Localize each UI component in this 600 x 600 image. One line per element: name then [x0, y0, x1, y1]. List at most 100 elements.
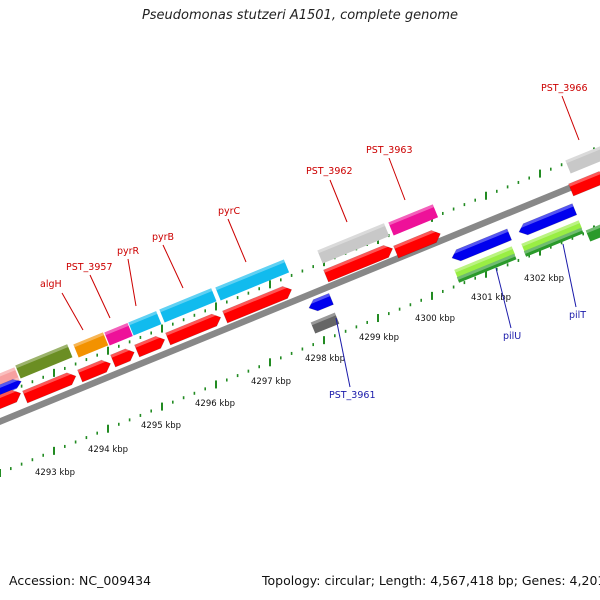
backbone-line [0, 172, 600, 425]
red-arrow-9-body [393, 230, 441, 259]
scale-label: 4293 kbp [35, 468, 75, 478]
red-arrow-5 [134, 333, 166, 358]
red-arrow-2-shine [22, 370, 75, 394]
red-arrow-6 [165, 311, 222, 346]
gene-salmon-left-body [0, 367, 20, 396]
leader-line [227, 218, 247, 263]
gene-layer [0, 145, 600, 417]
topology-text: Topology: circular; Length: 4,567,418 bp… [262, 573, 600, 588]
gene-green-2 [523, 227, 584, 257]
backbone-layer [0, 172, 600, 425]
gene-algH-body [15, 344, 73, 379]
scale-label: 4300 kbp [415, 314, 455, 324]
gene-green-1-body [456, 253, 517, 283]
scale-label: 4302 kbp [524, 274, 564, 284]
gene-label-top: PST_3957 [66, 262, 113, 273]
red-arrow-4 [110, 346, 135, 368]
gene-pilU-body [451, 228, 513, 262]
gene-lime-2-body [521, 220, 583, 253]
gene-label-bottom: PST_3961 [329, 390, 376, 401]
leader-line [162, 244, 184, 289]
red-arrow-4-body [110, 348, 135, 368]
scale-label: 4298 kbp [305, 354, 345, 364]
gene-label-top: algH [40, 279, 62, 290]
gene-lime-2 [521, 220, 583, 253]
gene-pilT-body [518, 203, 578, 236]
gene-pilT-shine [516, 203, 574, 230]
gene-algH-shine [15, 344, 69, 369]
accession-text: Accession: NC_009434 [9, 573, 152, 588]
red-arrow-1-shine [0, 387, 20, 407]
scale-label: 4294 kbp [88, 445, 128, 455]
gene-salmon-left [0, 367, 20, 396]
scale-label: 4299 kbp [359, 333, 399, 343]
gene-gray-small-shine [310, 312, 336, 326]
gene-pyrR-body [104, 323, 133, 346]
leader-line [562, 243, 577, 308]
gene-label-top: pyrC [218, 206, 241, 217]
red-arrow-8-shine [323, 242, 392, 273]
gene-green-edge [585, 222, 600, 242]
gene-pyrC-a [159, 288, 217, 323]
map-title: Pseudomonas stutzeri A1501, complete gen… [141, 8, 459, 23]
red-arrow-3-shine [77, 357, 110, 373]
red-arrow-7-shine [222, 283, 291, 314]
gene-PST-3966-shine [565, 145, 600, 164]
gene-label-top: pyrB [152, 232, 174, 243]
gene-PST-3957-body [73, 332, 109, 358]
leader-line [561, 95, 580, 141]
gene-PST-3961-body [308, 292, 334, 312]
red-arrow-9-shine [393, 227, 440, 249]
gene-pilU [449, 228, 513, 262]
gene-pyrB-body [128, 311, 162, 336]
red-arrow-8-body [323, 245, 394, 283]
gene-PST-3963-shine [388, 204, 434, 226]
gene-lime-1-body [454, 246, 516, 279]
red-arrow-7 [222, 283, 293, 324]
gene-pyrR [104, 323, 133, 346]
scale-label: 4297 kbp [251, 377, 291, 387]
red-arrow-10-shine [568, 168, 600, 187]
gene-PST-3957-shine [73, 332, 105, 348]
gene-gray-small-body [310, 312, 340, 334]
gene-green-2-shine [523, 227, 583, 254]
red-arrow-1 [0, 387, 22, 417]
gene-label-bottom: pilT [569, 310, 586, 321]
gene-algH [15, 344, 73, 379]
scale-label: 4295 kbp [141, 421, 181, 431]
red-arrow-3-body [77, 359, 111, 383]
red-arrow-1-body [0, 389, 22, 417]
gene-label-bottom: pilU [503, 331, 521, 342]
leader-line [388, 157, 406, 201]
red-arrow-10 [568, 168, 600, 197]
gene-blue-left [0, 376, 22, 401]
red-arrow-9 [393, 227, 441, 259]
gene-lime-1 [454, 246, 516, 279]
red-arrow-2-body [22, 372, 77, 404]
red-arrow-6-body [165, 313, 222, 346]
gene-PST-3962-shine [317, 223, 386, 254]
leader-line [61, 292, 84, 331]
upper-tick-track [0, 147, 595, 399]
leader-line [495, 267, 512, 329]
gene-blue-left-body [0, 379, 22, 401]
scale-label: 4296 kbp [195, 399, 235, 409]
gene-pyrC-b-shine [215, 259, 285, 291]
red-arrow-2 [22, 370, 77, 404]
gene-label-top: pyrR [117, 246, 140, 257]
red-arrow-5-body [134, 335, 166, 358]
label-layer: 4293 kbp 4294 kbp 4295 kbp 4296 kbp 4297 kbp… [35, 83, 588, 478]
gene-salmon-left-shine [0, 367, 16, 386]
red-arrow-10-body [568, 171, 600, 197]
gene-green-edge-shine [585, 222, 600, 234]
gene-label-top: PST_3966 [541, 83, 588, 94]
gene-PST-3962-body [317, 223, 390, 264]
leader-line [127, 258, 137, 307]
scale-label: 4301 kbp [471, 293, 511, 303]
gene-pyrB [128, 311, 162, 336]
gene-lime-1-shine [454, 246, 513, 273]
red-arrow-8 [323, 242, 394, 283]
leader-line [335, 317, 351, 388]
gene-lime-2-shine [521, 220, 580, 247]
